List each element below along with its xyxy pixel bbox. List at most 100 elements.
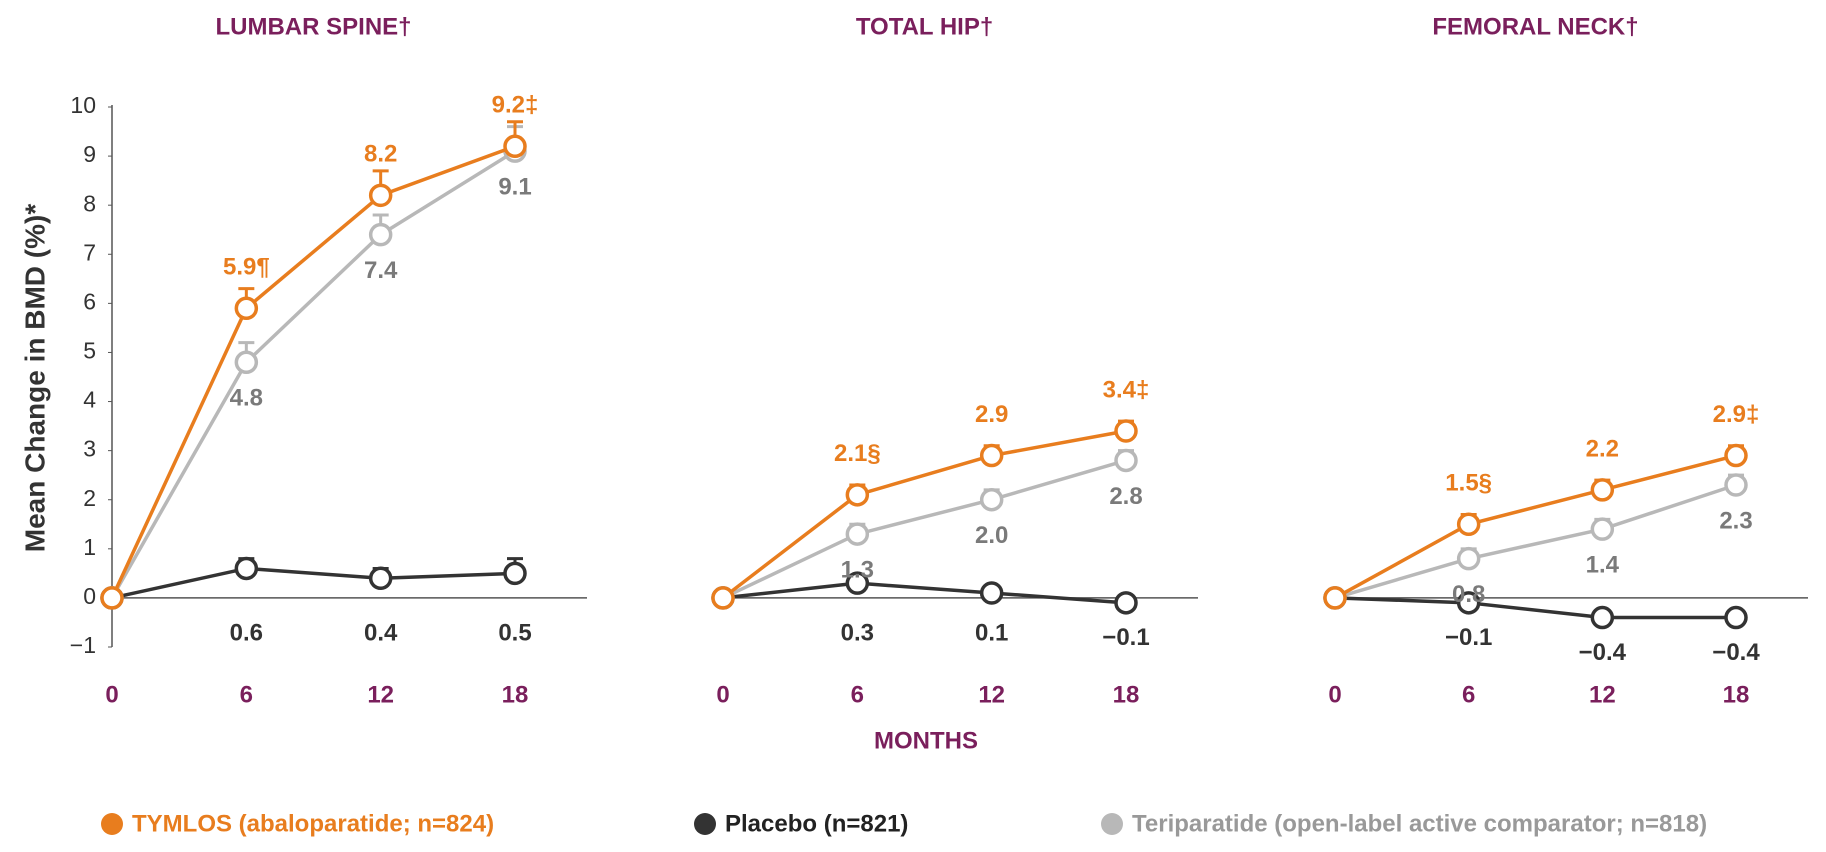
series-line xyxy=(110,149,516,599)
legend-label: TYMLOS (abaloparatide; n=824) xyxy=(132,810,494,837)
point xyxy=(100,586,124,610)
panel-title: LUMBAR SPINE† xyxy=(215,13,411,40)
legend-marker xyxy=(101,813,123,835)
y-axis-label: Mean Change in BMD (%)* xyxy=(19,204,50,553)
point xyxy=(1323,586,1347,610)
legend-marker xyxy=(1101,813,1123,835)
point xyxy=(979,581,1004,605)
y-tick-label: 2 xyxy=(83,485,96,511)
point xyxy=(1590,605,1615,630)
x-tick-label: 6 xyxy=(851,681,864,708)
point xyxy=(1456,512,1481,537)
y-tick-label: 5 xyxy=(83,338,96,364)
y-tick-label: 9 xyxy=(83,141,96,167)
data-label: 9.2‡ xyxy=(492,92,539,119)
data-label: 2.8 xyxy=(1109,483,1142,510)
data-label: 4.8 xyxy=(230,385,263,412)
point xyxy=(503,134,527,159)
data-label: 2.3 xyxy=(1719,507,1752,534)
x-tick-label: 18 xyxy=(1113,681,1140,708)
point xyxy=(368,183,393,208)
point xyxy=(1114,419,1138,443)
point xyxy=(1114,448,1138,473)
point xyxy=(1456,591,1481,615)
x-tick-label: 12 xyxy=(367,681,394,708)
data-label: 0.1 xyxy=(975,619,1008,646)
point xyxy=(368,566,393,591)
series-line xyxy=(1334,453,1737,600)
y-tick-label: 10 xyxy=(70,92,96,118)
point xyxy=(234,296,259,321)
data-label: 0.3 xyxy=(841,619,874,646)
legend-label: Teriparatide (open-label active comparat… xyxy=(1132,810,1707,837)
x-tick-label: 0 xyxy=(716,681,729,708)
legend-marker xyxy=(694,813,716,835)
y-tick-label: 4 xyxy=(83,387,96,413)
point xyxy=(711,586,735,610)
point xyxy=(845,522,870,546)
series-line xyxy=(722,458,1127,600)
panel-title: FEMORAL NECK† xyxy=(1432,13,1638,40)
legend-label: Placebo (n=821) xyxy=(725,810,908,837)
data-label: 0.5 xyxy=(498,619,531,646)
series-line xyxy=(111,566,516,600)
y-tick-label: 1 xyxy=(83,534,96,560)
point xyxy=(1114,591,1138,615)
point xyxy=(234,350,259,375)
data-label: −0.1 xyxy=(1102,624,1149,651)
series-line xyxy=(722,581,1127,605)
x-tick-label: 18 xyxy=(1723,681,1750,708)
series-line xyxy=(721,429,1127,600)
data-label: −0.4 xyxy=(1579,639,1627,666)
y-tick-label: 8 xyxy=(83,190,96,216)
point xyxy=(845,571,870,595)
x-tick-label: 12 xyxy=(1589,681,1616,708)
point xyxy=(845,483,870,507)
data-label: 0.8 xyxy=(1452,581,1485,608)
y-tick-label: 3 xyxy=(83,436,96,462)
y-tick-label: 7 xyxy=(83,239,96,265)
point xyxy=(368,222,393,247)
point xyxy=(234,556,259,581)
series-line xyxy=(1334,596,1736,620)
point xyxy=(1590,478,1615,502)
y-tick-label: −1 xyxy=(70,632,96,658)
point xyxy=(1590,517,1615,541)
data-label: −0.1 xyxy=(1445,624,1492,651)
x-tick-label: 6 xyxy=(240,681,253,708)
x-axis-label: MONTHS xyxy=(874,727,978,754)
x-tick-label: 18 xyxy=(502,681,529,708)
data-label: 2.9 xyxy=(975,401,1008,428)
data-label: 2.2 xyxy=(1586,435,1619,462)
point xyxy=(1724,473,1748,497)
data-label: 8.2 xyxy=(364,141,397,168)
data-label: 1.3 xyxy=(841,556,874,583)
series-line xyxy=(1334,483,1737,600)
point xyxy=(503,561,527,586)
data-label: 2.9‡ xyxy=(1713,401,1760,428)
series-line xyxy=(110,144,516,599)
point xyxy=(979,487,1004,512)
data-label: 2.0 xyxy=(975,522,1008,549)
data-label: 0.6 xyxy=(230,619,263,646)
x-tick-label: 0 xyxy=(105,681,118,708)
x-tick-label: 0 xyxy=(1328,681,1341,708)
y-tick-label: 0 xyxy=(83,583,96,609)
y-tick-label: 6 xyxy=(83,288,96,314)
data-label: 1.5§ xyxy=(1445,470,1492,497)
panel-title: TOTAL HIP† xyxy=(856,13,993,40)
point xyxy=(1724,605,1748,630)
point xyxy=(979,443,1004,468)
data-label: 5.9¶ xyxy=(223,254,270,281)
data-label: 2.1§ xyxy=(834,440,881,467)
data-label: 0.4 xyxy=(364,619,398,646)
point xyxy=(1456,546,1481,571)
data-label: 3.4‡ xyxy=(1103,376,1150,403)
data-label: −0.4 xyxy=(1712,639,1760,666)
point xyxy=(1724,443,1748,468)
data-label: 1.4 xyxy=(1586,552,1620,579)
x-tick-label: 12 xyxy=(978,681,1005,708)
x-tick-label: 6 xyxy=(1462,681,1475,708)
data-label: 9.1 xyxy=(498,174,531,201)
